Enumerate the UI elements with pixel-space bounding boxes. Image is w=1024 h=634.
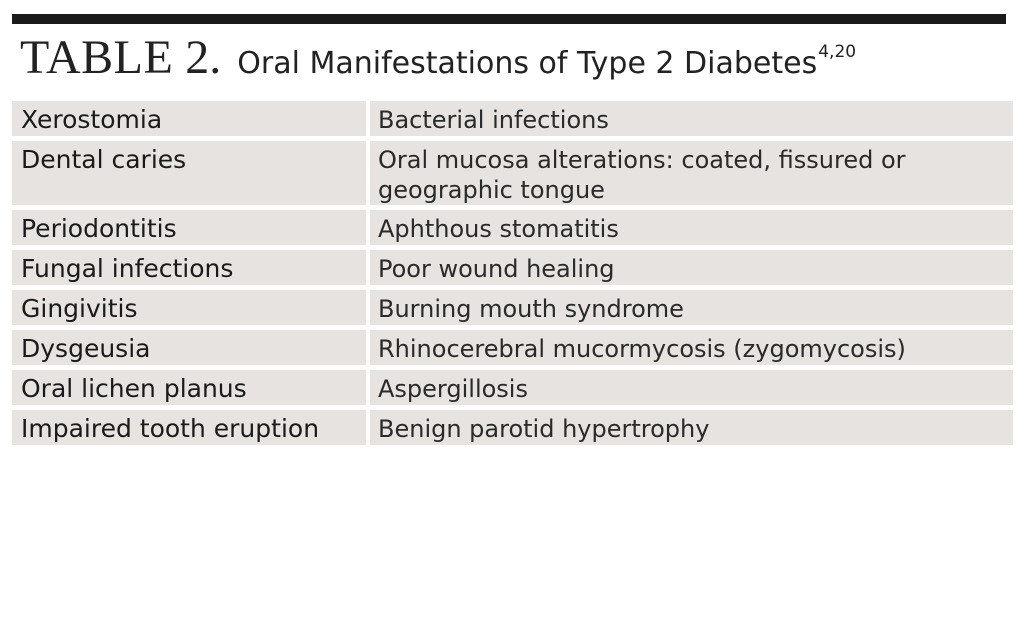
table-cell-left: Dental caries <box>12 141 366 205</box>
table-cell-right: Aphthous stomatitis <box>370 210 1013 245</box>
table-cell-right: Aspergillosis <box>370 370 1013 405</box>
table-cell-left: Impaired tooth eruption <box>12 410 366 445</box>
manifestations-table: Xerostomia Bacterial infections Dental c… <box>12 101 1013 450</box>
table-cell-right: Bacterial infections <box>370 101 1013 136</box>
table-cell-left: Xerostomia <box>12 101 366 136</box>
table-cell-left: Dysgeusia <box>12 330 366 365</box>
table-number: 2. <box>185 31 222 84</box>
table-row: Dental caries Oral mucosa alterations: c… <box>12 141 1013 205</box>
citation-superscript: 4,20 <box>818 42 857 62</box>
table-cell-right: Poor wound healing <box>370 250 1013 285</box>
table-row: Impaired tooth eruption Benign parotid h… <box>12 410 1013 445</box>
table-row: Xerostomia Bacterial infections <box>12 101 1013 136</box>
table-row: Gingivitis Burning mouth syndrome <box>12 290 1013 325</box>
table-title-text: Oral Manifestations of Type 2 Diabetes <box>237 46 818 81</box>
table-cell-left: Fungal infections <box>12 250 366 285</box>
top-rule <box>12 14 1006 24</box>
table-row: Oral lichen planus Aspergillosis <box>12 370 1013 405</box>
table-cell-right: Benign parotid hypertrophy <box>370 410 1013 445</box>
table-cell-right: Burning mouth syndrome <box>370 290 1013 325</box>
table-title: Oral Manifestations of Type 2 Diabetes4,… <box>237 42 856 81</box>
table-cell-left: Periodontitis <box>12 210 366 245</box>
table-cell-left: Gingivitis <box>12 290 366 325</box>
table-row: Periodontitis Aphthous stomatitis <box>12 210 1013 245</box>
table-caption: TABLE 2. Oral Manifestations of Type 2 D… <box>20 30 856 86</box>
table-row: Fungal infections Poor wound healing <box>12 250 1013 285</box>
table-cell-left: Oral lichen planus <box>12 370 366 405</box>
table-label: TABLE <box>20 31 174 84</box>
table-row: Dysgeusia Rhinocerebral mucormycosis (zy… <box>12 330 1013 365</box>
table-cell-right: Rhinocerebral mucormycosis (zygomycosis) <box>370 330 1013 365</box>
table-cell-right: Oral mucosa alterations: coated, fissure… <box>370 141 1013 205</box>
